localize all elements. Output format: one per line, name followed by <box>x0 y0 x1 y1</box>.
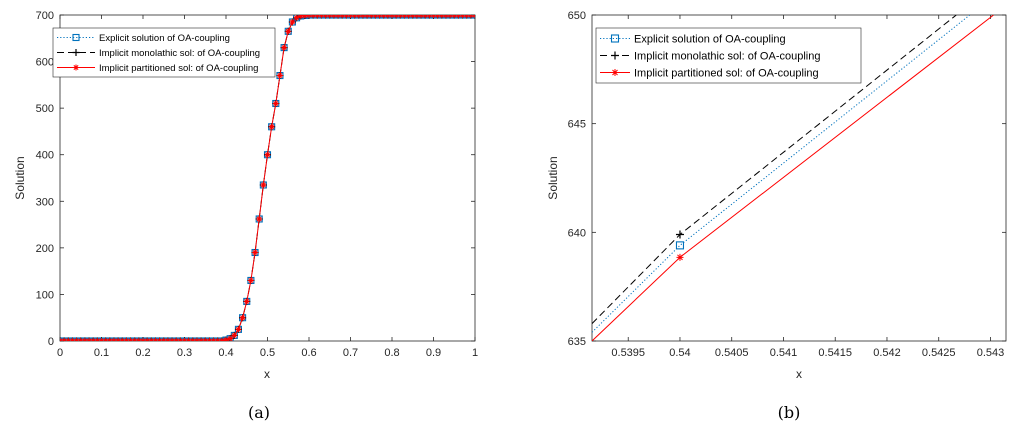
data-point-3 <box>218 338 225 341</box>
caption-b: (b) <box>778 403 801 422</box>
chart-a: 0 0.1 0.2 0.3 0.4 0.5 0.6 0.7 0.8 0.9 1 0 100 200 300 4… <box>13 10 478 422</box>
data-point-3 <box>252 249 259 256</box>
data-point-3 <box>231 332 238 339</box>
legend-label-2: Implicit monolathic sol: of OA-coupling <box>634 50 820 62</box>
x-tick-label: 0 <box>57 347 63 359</box>
y-axis-label-b: Solution <box>546 156 560 199</box>
legend: Explicit solution of OA-coupling Implicit… <box>595 27 862 84</box>
x-tick-label: 0.543 <box>977 347 1005 359</box>
x-axis-label-a: x <box>264 367 270 381</box>
legend-marker-2 <box>72 49 80 56</box>
data-point-1 <box>675 241 685 250</box>
x-tick-label: 0.3 <box>177 347 192 359</box>
caption-a: (a) <box>248 403 270 422</box>
data-point-3 <box>285 28 292 35</box>
data-point-3 <box>272 100 279 107</box>
legend-marker-2 <box>611 51 619 60</box>
x-tick-label: 0.2 <box>135 347 150 359</box>
x-tick-label: 0.5395 <box>611 347 645 359</box>
data-point-3 <box>235 326 242 333</box>
x-axis-label-b: x <box>796 367 802 381</box>
data-point-3 <box>281 44 288 51</box>
plot-area-b: 0.5395 0.54 0.5405 0.541 0.5415 0.542 0.5425 0.… <box>568 10 1007 359</box>
data-point-3 <box>264 151 271 158</box>
legend: Explicit solution of OA-coupling Implicit… <box>52 27 276 78</box>
series-group <box>592 15 994 341</box>
x-tick-label: 0.542 <box>873 347 901 359</box>
data-point-3 <box>243 298 250 305</box>
y-tick-label: 640 <box>568 227 586 239</box>
legend-label-2: Implicit monolathic sol: of OA-coupling <box>99 48 260 59</box>
y-tick-label: 100 <box>36 289 54 301</box>
x-tick-label: 0.9 <box>426 347 441 359</box>
legend-label-3: Implicit partitioned sol: of OA-coupling <box>634 67 819 79</box>
data-point-3 <box>276 72 283 79</box>
legend-box <box>595 27 862 84</box>
x-tick-label: 0.5425 <box>922 347 956 359</box>
x-tick-label: 0.4 <box>218 347 233 359</box>
x-tick-label: 0.541 <box>770 347 798 359</box>
data-point-3 <box>260 181 267 188</box>
data-point-2 <box>675 230 684 239</box>
data-point-3 <box>293 15 300 21</box>
data-point-3 <box>297 15 304 19</box>
legend-marker-3 <box>73 64 79 71</box>
x-tick-label: 0.5405 <box>715 347 749 359</box>
y-tick-label: 645 <box>568 119 586 131</box>
legend-marker-3 <box>611 69 619 76</box>
x-tick-label: 0.5415 <box>818 347 852 359</box>
data-point-3 <box>676 253 684 261</box>
x-tick-label: 0.8 <box>384 347 399 359</box>
x-tick-label: 0.54 <box>669 347 690 359</box>
chart-b: 0.5395 0.54 0.5405 0.541 0.5415 0.542 0.5425 0.… <box>546 10 1007 422</box>
data-point-3 <box>472 15 475 18</box>
legend-marker-1 <box>610 34 620 43</box>
data-point-3 <box>256 215 263 222</box>
data-point-3 <box>227 335 234 341</box>
x-tick-label: 1 <box>472 347 478 359</box>
x-tick-label: 0.1 <box>94 347 109 359</box>
data-point-3 <box>268 123 275 130</box>
data-point-3 <box>239 314 246 321</box>
y-tick-label: 650 <box>568 10 586 22</box>
plot-area-a: 0 0.1 0.2 0.3 0.4 0.5 0.6 0.7 0.8 0.9 1 0 100 200 300 4… <box>36 10 478 359</box>
legend-label-1: Explicit solution of OA-coupling <box>99 33 230 44</box>
y-axis-label-a: Solution <box>13 156 27 199</box>
x-tick-label: 0.6 <box>301 347 316 359</box>
legend-label-1: Explicit solution of OA-coupling <box>634 33 786 45</box>
y-tick-label: 200 <box>36 243 54 255</box>
y-tick-label: 600 <box>36 57 54 69</box>
y-tick-label: 0 <box>48 336 54 348</box>
data-point-3 <box>289 18 296 25</box>
data-point-3 <box>223 337 229 341</box>
data-point-3 <box>301 15 308 19</box>
data-point-3 <box>247 277 254 284</box>
x-tick-label: 0.7 <box>343 347 358 359</box>
x-tick-label: 0.5 <box>260 347 275 359</box>
y-tick-label: 700 <box>36 10 54 22</box>
y-tick-label: 500 <box>36 103 54 115</box>
y-tick-label: 635 <box>568 336 586 348</box>
y-tick-label: 300 <box>36 196 54 208</box>
y-tick-label: 400 <box>36 150 54 162</box>
legend-label-3: Implicit partitioned sol: of OA-coupling <box>99 63 258 74</box>
series-group <box>60 15 475 341</box>
legend-marker-1 <box>72 33 80 42</box>
